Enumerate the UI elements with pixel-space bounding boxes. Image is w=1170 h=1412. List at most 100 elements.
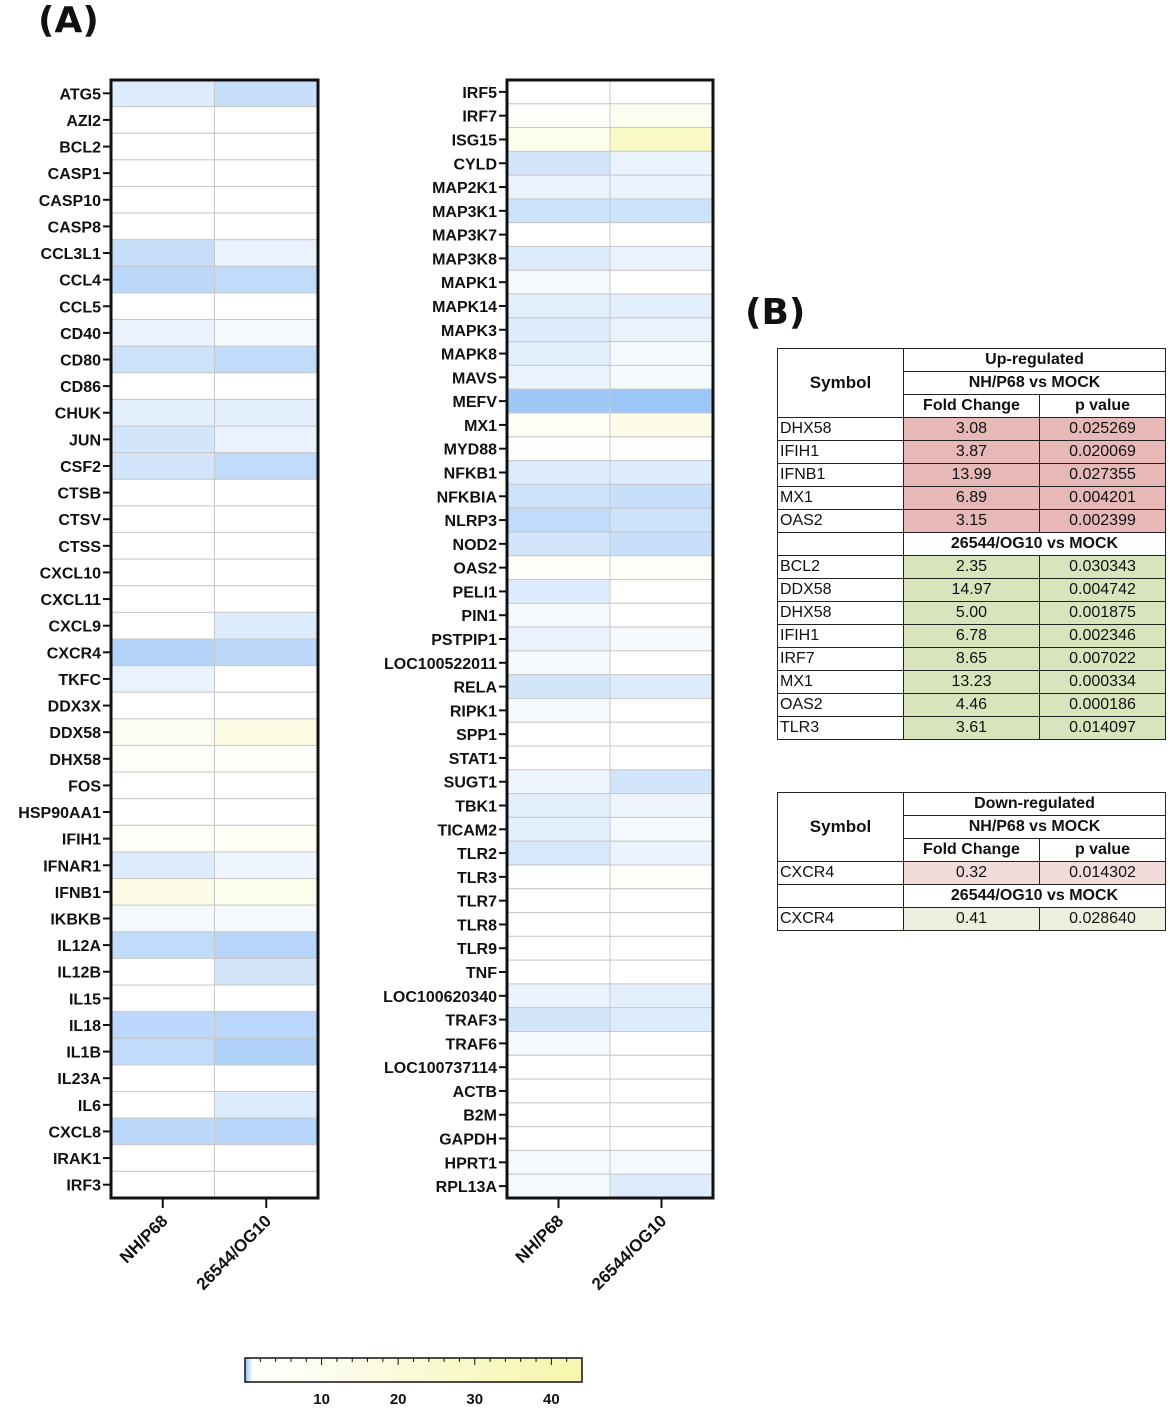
- row-label-p1-ctsb: CTSB: [57, 486, 101, 503]
- row-label-p2-isg15: ISG15: [452, 132, 497, 149]
- fold-change-header: Fold Change: [903, 838, 1040, 862]
- row-label-p1-ifnar1: IFNAR1: [43, 858, 101, 875]
- cell-p2-sugt1-c0: [506, 769, 611, 795]
- cell-p2-sugt1-c1: [609, 769, 714, 795]
- cell-p1-cxcr4-c1: [214, 638, 319, 667]
- cell-p2-tnf-c1: [609, 959, 714, 985]
- cell-p1-irak1-c0: [110, 1144, 215, 1172]
- cell-p2-tlr8-c1: [609, 912, 714, 937]
- p-value: 0.000334: [1038, 670, 1167, 694]
- cell-p2-nlrp3-c0: [506, 507, 611, 533]
- cell-p1-casp1-c0: [110, 159, 215, 187]
- row-label-p2-traf3: TRAF3: [445, 1013, 497, 1030]
- cell-p1-ccl5-c0: [110, 292, 215, 321]
- row-label-p1-azi2: AZI2: [66, 113, 101, 130]
- cell-p2-pin1-c0: [506, 602, 611, 628]
- colorbar-tick-label-30: 30: [466, 1391, 483, 1408]
- cell-p1-casp10-c1: [214, 185, 319, 214]
- cell-p1-chuk-c0: [110, 398, 215, 427]
- fold-change-value: 3.15: [903, 509, 1040, 533]
- row-label-p2-myd88: MYD88: [444, 442, 497, 459]
- upregulated-table: Symbol Up-regulated NH/P68 vs MOCK Fold Cha…: [777, 348, 1167, 740]
- cell-p2-tnf-c0: [506, 959, 611, 985]
- p-value: 0.020069: [1038, 440, 1167, 464]
- table-row: DHX58 5.00 0.001875: [777, 601, 1167, 625]
- table-row: OAS2 3.15 0.002399: [777, 509, 1167, 533]
- cell-p2-mx1-c0: [506, 412, 611, 438]
- cell-p1-ifnar1-c1: [214, 851, 319, 880]
- table-row: CXCR4 0.32 0.014302: [777, 861, 1167, 885]
- row-label-p1-irf3: IRF3: [66, 1178, 101, 1195]
- cell-p1-cxcr4-c0: [110, 638, 215, 667]
- row-label-p2-mapk8: MAPK8: [441, 347, 497, 364]
- cell-p2-gapdh-c1: [609, 1126, 714, 1151]
- p-value: 0.028640: [1038, 907, 1167, 931]
- cell-p1-ctss-c1: [214, 532, 319, 560]
- cell-p1-ddx58-c0: [110, 718, 215, 746]
- cell-p2-pstpip1-c1: [609, 626, 714, 652]
- cell-p1-atg5-c1: [214, 79, 319, 108]
- heatmap-frame-p2: [505, 78, 715, 1200]
- row-label-p1-atg5: ATG5: [60, 86, 102, 103]
- p-value: 0.025269: [1038, 417, 1167, 441]
- row-label-p1-il18: IL18: [69, 1018, 101, 1035]
- cell-p1-cxcl9-c1: [214, 611, 319, 640]
- gene-symbol: BCL2: [777, 555, 904, 579]
- cell-p2-map3k1-c1: [609, 198, 714, 224]
- cell-p2-map3k1-c0: [506, 198, 611, 224]
- cell-p1-ccl3l1-c0: [110, 239, 215, 267]
- cell-p2-tlr3-c1: [609, 864, 714, 890]
- cell-p2-ripk1-c1: [609, 697, 714, 723]
- row-label-p1-dhx58: DHX58: [49, 752, 101, 769]
- row-label-p2-loc100522011: LOC100522011: [384, 656, 497, 673]
- cell-p1-ctsb-c0: [110, 478, 215, 507]
- group-header: NH/P68 vs MOCK: [902, 815, 1167, 839]
- fold-change-value: 0.41: [903, 907, 1040, 931]
- cell-p2-traf3-c0: [506, 1007, 611, 1032]
- colorbar-tick-label-10: 10: [313, 1391, 330, 1408]
- table-row: CXCR4 0.41 0.028640: [777, 907, 1167, 931]
- cell-p2-b2m-c0: [506, 1102, 611, 1128]
- cell-p1-cxcl11-c0: [110, 585, 215, 613]
- table-header-row: 26544/OG10 vs MOCK: [777, 884, 1167, 908]
- cell-p2-nod2-c0: [506, 531, 611, 557]
- row-label-p2-cyld: CYLD: [453, 156, 497, 173]
- table-row: OAS2 4.46 0.000186: [777, 693, 1167, 717]
- cell-p2-mapk1-c1: [609, 269, 714, 295]
- gene-symbol: IRF7: [777, 647, 904, 671]
- cell-p2-rpl13a-c0: [506, 1173, 611, 1199]
- cell-p1-ifnb1-c1: [214, 878, 319, 906]
- cell-p2-oas2-c1: [609, 555, 714, 581]
- cell-p1-ccl4-c0: [110, 265, 215, 294]
- cell-p2-hprt1-c0: [506, 1149, 611, 1175]
- cell-p2-mavs-c0: [506, 364, 611, 390]
- cell-p2-map3k8-c1: [609, 246, 714, 271]
- cell-p1-cd80-c1: [214, 345, 319, 374]
- fold-change-value: 0.32: [903, 861, 1040, 885]
- cell-p2-isg15-c0: [506, 127, 611, 152]
- cell-p1-ikbkb-c0: [110, 904, 215, 933]
- row-label-p2-hprt1: HPRT1: [445, 1155, 498, 1172]
- row-label-p2-sugt1: SUGT1: [444, 775, 497, 792]
- row-label-p1-irak1: IRAK1: [53, 1151, 101, 1168]
- cell-p1-hsp90aa1-c1: [214, 798, 319, 826]
- row-label-p2-mavs: MAVS: [452, 370, 497, 387]
- p-value: 0.004742: [1038, 578, 1167, 602]
- group-header: NH/P68 vs MOCK: [902, 371, 1167, 395]
- row-label-p1-ctsv: CTSV: [58, 512, 101, 529]
- table-row: MX1 6.89 0.004201: [777, 486, 1167, 510]
- gene-symbol: TLR3: [777, 716, 904, 740]
- fold-change-value: 4.46: [903, 693, 1040, 717]
- panel-label-a: (A): [38, 0, 99, 41]
- row-label-p2-tnf: TNF: [466, 965, 497, 982]
- row-label-p1-ddx58: DDX58: [49, 725, 101, 742]
- row-label-p2-tlr7: TLR7: [457, 894, 497, 911]
- row-label-p2-nfkb1: NFKB1: [444, 465, 497, 482]
- gene-symbol: DDX58: [777, 578, 904, 602]
- row-label-p1-ccl4: CCL4: [59, 273, 101, 290]
- row-label-p2-ticam2: TICAM2: [437, 822, 497, 839]
- cell-p1-il23a-c1: [214, 1064, 319, 1093]
- cell-p1-fos-c1: [214, 771, 319, 800]
- p-value: 0.027355: [1038, 463, 1167, 487]
- cell-p1-ctsv-c0: [110, 505, 215, 534]
